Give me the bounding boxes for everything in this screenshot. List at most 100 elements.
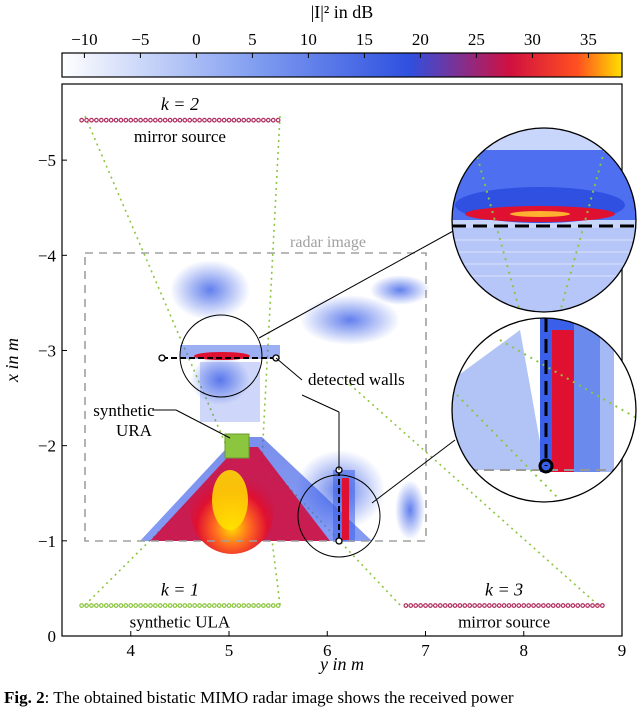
array-element [98, 603, 104, 608]
array-element [256, 117, 261, 123]
array-element [265, 117, 271, 123]
y-tick-label: −3 [38, 341, 56, 360]
y-tick-label: −5 [38, 151, 56, 170]
caption-label: Fig. 2 [4, 688, 45, 707]
array-element [84, 603, 89, 608]
array-element [482, 603, 487, 608]
array-element [216, 603, 222, 608]
array-element [177, 603, 183, 608]
array-element [221, 603, 227, 608]
array-element [187, 117, 193, 123]
array-element [93, 117, 99, 123]
colorbar-tick-label: 30 [524, 30, 541, 49]
array-element [206, 603, 212, 608]
array-element [447, 603, 453, 608]
array-element [221, 117, 227, 123]
array-element [93, 603, 99, 608]
array-element [103, 117, 109, 123]
array-3: k = 3 mirror source [403, 580, 605, 632]
array-element [251, 603, 256, 608]
radar-figure: |I|² in dB −10 −5 0 5 10 15 20 25 30 35 [2, 2, 637, 674]
array-element [113, 117, 119, 123]
array-element [256, 603, 261, 608]
array-element [162, 603, 168, 608]
array-element [128, 117, 134, 123]
array-element [226, 117, 232, 123]
array-element [241, 603, 247, 608]
detected-walls-label: detected walls [308, 370, 405, 389]
array-element [506, 603, 512, 608]
array-element [275, 117, 281, 123]
array-element [550, 603, 556, 608]
zoom-inset-wall-2 [451, 317, 637, 503]
colorbar-gradient [61, 52, 623, 78]
array-element [580, 603, 586, 608]
radar-image-label: radar image [290, 234, 366, 251]
detected-walls: detected walls [158, 229, 456, 558]
array-element [123, 603, 129, 608]
array-element [496, 603, 502, 608]
array-element [560, 603, 566, 608]
array-2: k = 2 mirror source [79, 94, 281, 146]
array-element [148, 117, 153, 123]
y-tick-label: −2 [38, 437, 56, 456]
array-element [526, 603, 532, 608]
y-axis-label: x in m [2, 338, 22, 383]
array-element [541, 603, 546, 608]
array-element [246, 603, 252, 608]
array-element [467, 603, 473, 608]
heatmap-wall-2 [333, 470, 355, 542]
array-element [216, 117, 222, 123]
array-element [197, 603, 202, 608]
array-element [113, 603, 119, 608]
array-element [192, 603, 198, 608]
array-element [157, 117, 163, 123]
array-element [418, 603, 423, 608]
caption-text: : The obtained bistatic MIMO radar image… [44, 688, 514, 707]
array-k-label: k = 1 [161, 580, 199, 600]
array-element [545, 603, 551, 608]
array-element [437, 603, 443, 608]
array-element [103, 603, 109, 608]
array-element [79, 603, 85, 608]
array-element [128, 603, 134, 608]
array-element [408, 603, 414, 608]
colorbar-tick-label: 0 [192, 30, 201, 49]
colorbar-tick-label: 25 [468, 30, 485, 49]
array-k-label: k = 2 [161, 94, 199, 114]
array-element [236, 117, 242, 123]
array-element [477, 603, 482, 608]
array-element [202, 117, 207, 123]
colorbar-tick-label: 10 [300, 30, 317, 49]
array-element [275, 603, 281, 608]
x-tick-label: 9 [618, 641, 627, 660]
ura-leader-2 [175, 409, 231, 439]
zoom-marker-1 [179, 314, 263, 398]
array-element [516, 603, 522, 608]
x-tick-label: 5 [225, 641, 234, 660]
array-element [536, 603, 541, 608]
y-tick-label: −4 [38, 246, 57, 265]
colorbar-tick-label: −5 [131, 30, 149, 49]
colorbar-tick-label: −10 [71, 30, 98, 49]
array-element [261, 117, 266, 123]
array-element [143, 117, 148, 123]
array-element [432, 603, 438, 608]
heatmap-fan [140, 437, 372, 554]
array-element [226, 603, 232, 608]
array-element [108, 603, 114, 608]
array-element [143, 603, 148, 608]
array-element [89, 603, 94, 608]
array-element [452, 603, 458, 608]
array-element [595, 603, 600, 608]
array-element [590, 603, 595, 608]
array-element [491, 603, 497, 608]
array-element [167, 603, 173, 608]
array-element [261, 603, 266, 608]
x-tick-label: 6 [323, 641, 332, 660]
x-tick-label: 4 [127, 641, 136, 660]
radar-image-box [84, 252, 427, 542]
array-element [148, 603, 153, 608]
x-tick-label: 7 [421, 641, 430, 660]
array-element [423, 603, 428, 608]
